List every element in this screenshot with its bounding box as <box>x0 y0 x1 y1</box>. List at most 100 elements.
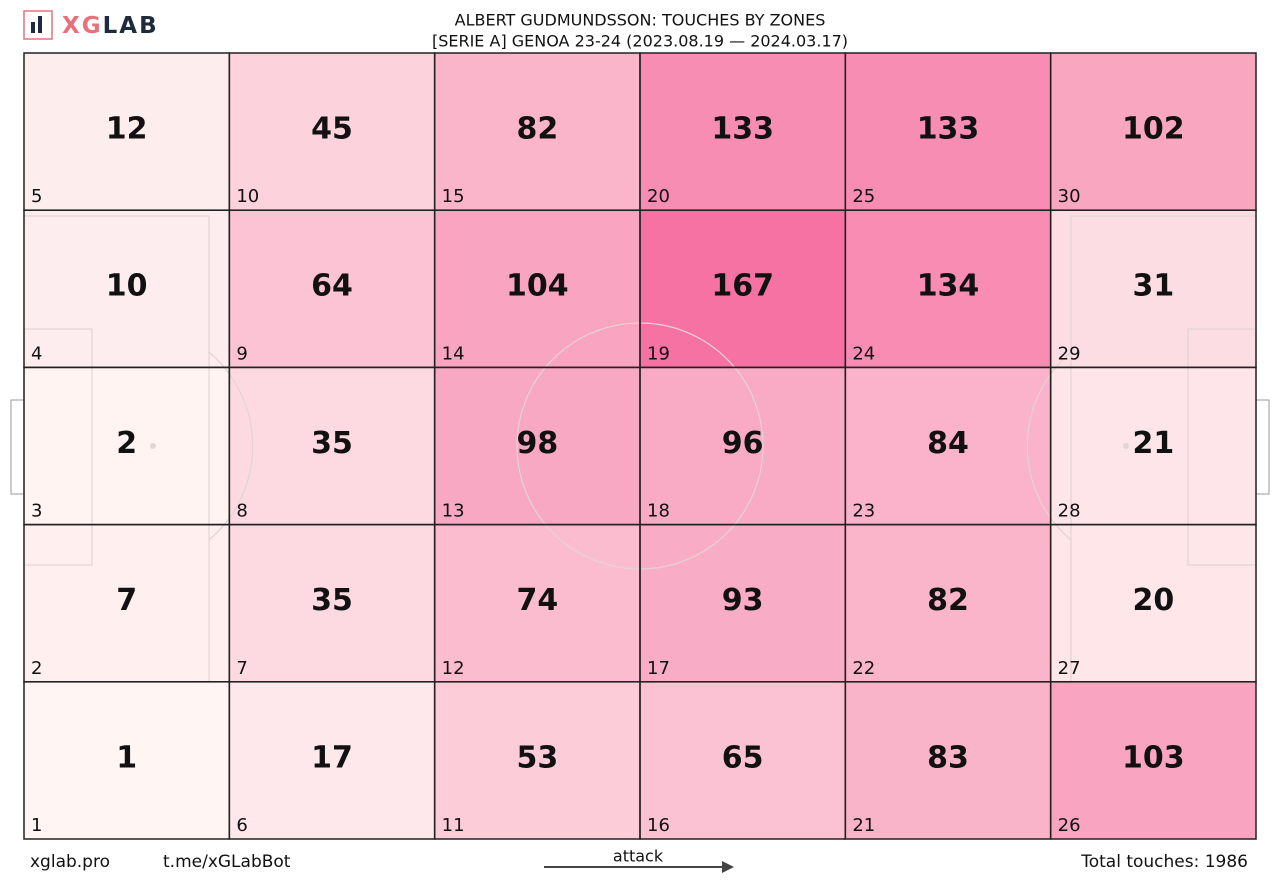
heat-cell <box>640 524 846 682</box>
cell-value: 1 <box>116 740 137 775</box>
cell-value: 10 <box>106 269 148 304</box>
cell-value: 82 <box>927 583 969 618</box>
cell-value: 102 <box>1122 112 1185 147</box>
heat-cell <box>24 210 230 368</box>
zone-label: 8 <box>236 501 247 522</box>
zone-label: 10 <box>236 186 259 207</box>
bot-link[interactable]: t.me/xGLabBot <box>163 852 291 872</box>
zone-label: 7 <box>236 658 247 679</box>
cell-value: 98 <box>516 426 558 461</box>
heat-cell <box>845 524 1051 682</box>
zone-label: 27 <box>1058 658 1081 679</box>
zone-label: 1 <box>31 815 42 836</box>
cell-value: 96 <box>722 426 764 461</box>
heat-cell <box>845 681 1051 839</box>
heat-cell <box>229 681 435 839</box>
cell-value: 74 <box>516 583 558 618</box>
heat-cell <box>434 53 640 211</box>
cell-value: 7 <box>116 583 137 618</box>
zone-label: 16 <box>647 815 670 836</box>
cell-value: 133 <box>917 112 980 147</box>
chart-subtitle: [SERIE A] GENOA 23-24 (2023.08.19 — 2024… <box>432 32 848 51</box>
cell-value: 133 <box>711 112 774 147</box>
penalty-spot <box>1123 443 1129 449</box>
cell-value: 20 <box>1132 583 1174 618</box>
zone-label: 3 <box>31 501 42 522</box>
chart-title: ALBERT GUDMUNDSSON: TOUCHES BY ZONES <box>455 11 826 30</box>
logo-frame <box>23 10 53 40</box>
goal <box>10 399 25 495</box>
labels: 1254510821513320133251023010464910414167… <box>23 52 1257 840</box>
penalty-spot <box>150 443 156 449</box>
goal <box>1255 399 1270 495</box>
heat-cell <box>640 367 846 525</box>
cell-value: 2 <box>116 426 137 461</box>
cell-value: 64 <box>311 269 353 304</box>
cell-value: 84 <box>927 426 969 461</box>
site-link[interactable]: xglab.pro <box>30 852 110 872</box>
zone-label: 19 <box>647 343 670 364</box>
logo: XGLAB <box>23 10 159 40</box>
heat-cell <box>229 53 435 211</box>
heat-cell <box>1050 210 1256 368</box>
heat-cell <box>845 367 1051 525</box>
heat-cell <box>640 210 846 368</box>
heat-cell <box>434 210 640 368</box>
heat-cell <box>640 53 846 211</box>
cell-value: 45 <box>311 112 353 147</box>
cell-value: 35 <box>311 583 353 618</box>
cell-border <box>1049 681 1257 840</box>
logo-text: XGLAB <box>62 13 159 39</box>
zone-label: 26 <box>1058 815 1081 836</box>
direction-label: attack <box>613 847 664 866</box>
cell-value: 21 <box>1132 426 1174 461</box>
zone-label: 9 <box>236 343 247 364</box>
logo-bar <box>31 22 35 33</box>
heat-cell <box>1050 524 1256 682</box>
zone-label: 20 <box>647 186 670 207</box>
heat-cell <box>229 367 435 525</box>
heat-cell <box>229 210 435 368</box>
heat-cell <box>434 681 640 839</box>
zone-label: 5 <box>31 186 42 207</box>
zone-label: 24 <box>852 343 875 364</box>
logo-accent: XG <box>62 13 103 39</box>
cell-value: 134 <box>917 269 980 304</box>
heat-cell <box>1050 367 1256 525</box>
cell-value: 65 <box>722 740 764 775</box>
heat-cell <box>24 681 230 839</box>
zone-label: 21 <box>852 815 875 836</box>
zone-label: 6 <box>236 815 247 836</box>
heat-cell <box>1050 53 1256 211</box>
direction-arrowhead <box>722 861 734 873</box>
cell-value: 167 <box>711 269 774 304</box>
logo-bar <box>38 16 42 33</box>
cell-value: 93 <box>722 583 764 618</box>
cell-value: 103 <box>1122 740 1185 775</box>
heat-cell <box>434 524 640 682</box>
heat-cell <box>24 524 230 682</box>
heatmap <box>24 53 1256 839</box>
cell-value: 104 <box>506 269 569 304</box>
zone-label: 30 <box>1058 186 1081 207</box>
logo-rest: LAB <box>103 13 159 39</box>
cell-value: 82 <box>516 112 558 147</box>
cell-value: 31 <box>1132 269 1174 304</box>
zone-label: 18 <box>647 501 670 522</box>
heat-cell <box>1050 681 1256 839</box>
zone-label: 15 <box>442 186 465 207</box>
zone-label: 12 <box>442 658 465 679</box>
heat-cell <box>24 53 230 211</box>
zone-label: 23 <box>852 501 875 522</box>
total-label: Total touches: 1986 <box>1080 852 1248 872</box>
cell-value: 53 <box>516 740 558 775</box>
cell-value: 17 <box>311 740 353 775</box>
zone-label: 11 <box>442 815 465 836</box>
cell-value: 35 <box>311 426 353 461</box>
cell-value: 12 <box>106 112 148 147</box>
cell-value: 83 <box>927 740 969 775</box>
zone-label: 2 <box>31 658 42 679</box>
heat-cell <box>640 681 846 839</box>
zone-label: 4 <box>31 343 42 364</box>
